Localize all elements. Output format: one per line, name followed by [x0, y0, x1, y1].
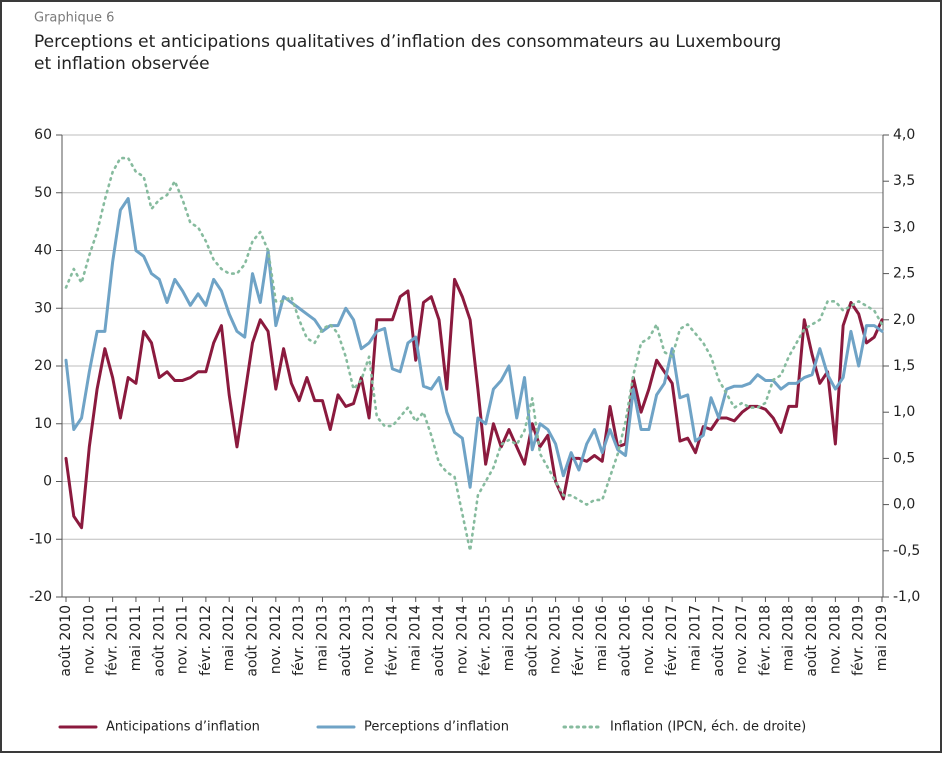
legend-label: Inflation (IPCN, éch. de droite) — [610, 720, 806, 735]
y-tick-label: 50 — [34, 185, 52, 201]
y-tick-label: -20 — [29, 589, 52, 605]
y2-tick-label: -1,0 — [893, 589, 920, 605]
x-tick-label: mai 2017 — [687, 605, 703, 671]
x-tick-label: févr. 2014 — [384, 605, 400, 676]
x-tick-label: févr. 2013 — [291, 605, 307, 676]
x-tick-label: nov. 2013 — [361, 605, 377, 674]
y-tick-label: 10 — [34, 416, 52, 432]
y-tick-label: 0 — [43, 474, 52, 490]
legend-label: Perceptions d’inflation — [364, 720, 509, 735]
x-tick-label: août 2014 — [431, 605, 447, 677]
y2-tick-label: 0,5 — [893, 450, 915, 466]
x-tick-label: août 2010 — [58, 605, 74, 677]
chart-title: et inflation observée — [34, 54, 210, 74]
x-tick-label: févr. 2012 — [198, 605, 214, 676]
x-tick-label: août 2016 — [618, 605, 634, 677]
legend-label: Anticipations d’inflation — [106, 720, 260, 735]
y-tick-label: -10 — [29, 531, 52, 547]
y-tick-label: 60 — [34, 127, 52, 143]
y-tick-label: 30 — [34, 300, 52, 316]
x-tick-label: mai 2018 — [781, 605, 797, 671]
x-tick-label: févr. 2017 — [664, 605, 680, 676]
x-tick-label: nov. 2015 — [548, 605, 564, 674]
x-tick-label: nov. 2014 — [454, 605, 470, 674]
x-tick-label: févr. 2018 — [757, 605, 773, 676]
x-tick-label: févr. 2015 — [478, 605, 494, 676]
x-tick-label: mai 2014 — [408, 605, 424, 671]
x-tick-label: mai 2013 — [314, 605, 330, 671]
x-tick-label: mai 2016 — [594, 605, 610, 671]
series-line — [64, 277, 884, 530]
y2-tick-label: -0,5 — [893, 543, 920, 559]
x-tick-label: août 2011 — [151, 605, 167, 677]
y2-tick-label: 2,0 — [893, 312, 915, 328]
x-tick-label: août 2013 — [338, 605, 354, 677]
x-tick-label: nov. 2010 — [81, 605, 97, 674]
x-tick-label: mai 2012 — [221, 605, 237, 671]
chart-supertitle: Graphique 6 — [34, 11, 114, 26]
x-tick-label: nov. 2017 — [734, 605, 750, 674]
x-tick-label: août 2012 — [245, 605, 261, 677]
y2-tick-label: 0,0 — [893, 497, 915, 513]
y-tick-label: 40 — [34, 243, 52, 259]
series-line — [64, 197, 884, 489]
x-tick-label: nov. 2018 — [827, 605, 843, 674]
y2-tick-label: 4,0 — [893, 127, 915, 143]
x-tick-label: nov. 2016 — [641, 605, 657, 674]
y2-tick-label: 1,0 — [893, 404, 915, 420]
x-tick-label: août 2015 — [524, 605, 540, 677]
x-tick-label: févr. 2011 — [105, 605, 121, 676]
x-tick-label: nov. 2012 — [268, 605, 284, 674]
x-tick-label: mai 2015 — [501, 605, 517, 671]
x-tick-label: nov. 2011 — [175, 605, 191, 674]
x-tick-label: août 2017 — [711, 605, 727, 677]
y2-tick-label: 3,0 — [893, 219, 915, 235]
y2-tick-label: 1,5 — [893, 358, 915, 374]
chart-title: Perceptions et anticipations qualitative… — [34, 32, 781, 52]
x-tick-label: mai 2019 — [874, 605, 890, 671]
x-tick-label: août 2018 — [804, 605, 820, 677]
x-tick-label: févr. 2019 — [851, 605, 867, 676]
y-tick-label: 20 — [34, 358, 52, 374]
y2-tick-label: 3,5 — [893, 173, 915, 189]
series-line — [64, 156, 884, 553]
x-tick-label: févr. 2016 — [571, 605, 587, 676]
y2-tick-label: 2,5 — [893, 266, 915, 282]
x-tick-label: mai 2011 — [128, 605, 144, 671]
